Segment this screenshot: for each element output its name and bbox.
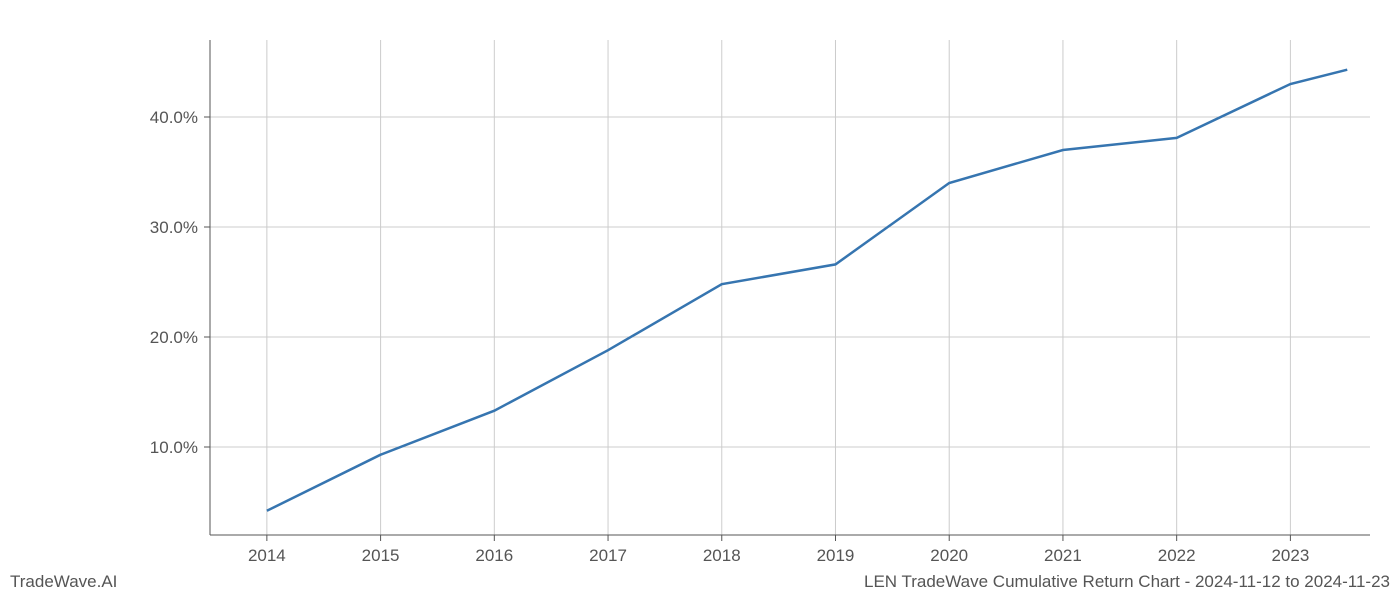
x-tick-label: 2017 bbox=[589, 546, 627, 565]
chart-container: 2014 2015 2016 2017 2018 2019 2020 2021 2022 2023… bbox=[0, 0, 1400, 600]
series-line bbox=[267, 70, 1347, 511]
footer-brand: TradeWave.AI bbox=[10, 572, 117, 592]
x-tick-label: 2018 bbox=[703, 546, 741, 565]
footer-caption: LEN TradeWave Cumulative Return Chart - … bbox=[864, 572, 1390, 592]
y-tick-label: 40.0% bbox=[150, 108, 198, 127]
x-tick-label: 2023 bbox=[1271, 546, 1309, 565]
y-tick-label: 20.0% bbox=[150, 328, 198, 347]
y-tick-label: 30.0% bbox=[150, 218, 198, 237]
x-tick-label: 2019 bbox=[817, 546, 855, 565]
line-chart: 2014 2015 2016 2017 2018 2019 2020 2021 2022 2023… bbox=[0, 0, 1400, 600]
x-tick-label: 2014 bbox=[248, 546, 286, 565]
x-tick-label: 2016 bbox=[475, 546, 513, 565]
x-tick-label: 2022 bbox=[1158, 546, 1196, 565]
x-tick-label: 2020 bbox=[930, 546, 968, 565]
y-tick-label: 10.0% bbox=[150, 438, 198, 457]
x-tick-label: 2021 bbox=[1044, 546, 1082, 565]
x-tick-label: 2015 bbox=[362, 546, 400, 565]
